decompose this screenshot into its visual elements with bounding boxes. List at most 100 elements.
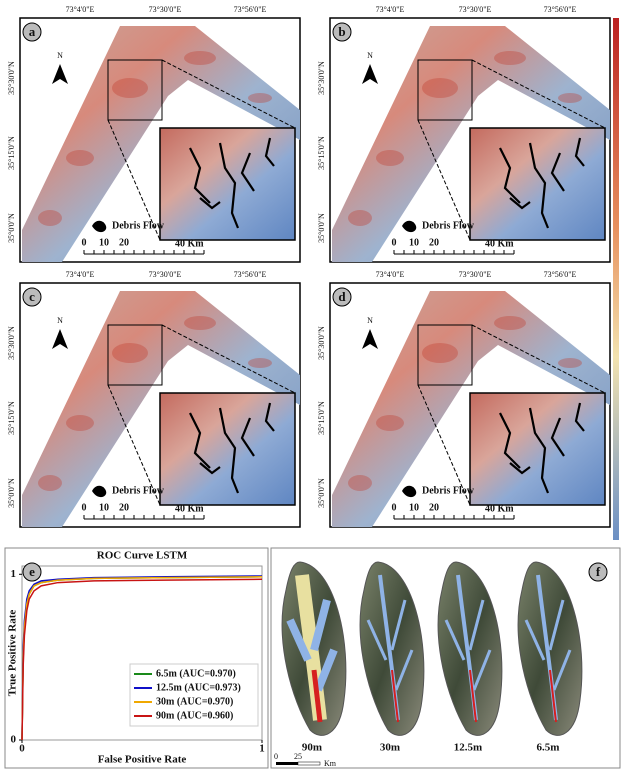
legend-label: 90m (AUC=0.960) — [156, 710, 233, 721]
risk-zone — [112, 343, 148, 363]
scale-label: 0 — [82, 237, 87, 248]
legend-label: Debris Flow — [422, 485, 475, 496]
risk-zone — [558, 93, 582, 103]
legend-label: Debris Flow — [422, 220, 475, 231]
panel-label: d — [338, 289, 346, 304]
north-label: N — [57, 51, 63, 60]
risk-zone — [248, 358, 272, 368]
panel-label: b — [338, 24, 345, 39]
risk-zone — [184, 51, 216, 65]
inset-map — [470, 128, 605, 240]
x-coordinate: 73°30'0"E — [459, 270, 492, 279]
scale-label: 10 — [99, 237, 109, 248]
map-panel: c N 73°4'0"E 73°30'0"E 73°56'0"E 35°30'0"N 35°… — [7, 270, 300, 527]
scale-label: 0 — [82, 502, 87, 513]
panel-label: a — [29, 24, 36, 39]
scale-label: 20 — [119, 237, 129, 248]
scale-label: 25 — [294, 752, 302, 761]
inset-map — [160, 128, 295, 240]
panel-label: f — [596, 564, 601, 579]
y-coordinate: 35°30'0"N — [7, 326, 16, 360]
legend-label: Debris Flow — [112, 485, 165, 496]
x-coordinate: 73°56'0"E — [544, 270, 577, 279]
color-strip — [613, 18, 619, 540]
y-coordinate: 35°15'0"N — [317, 401, 326, 435]
legend-label: 6.5m (AUC=0.970) — [156, 668, 236, 679]
x-tick-label: 1 — [259, 743, 265, 755]
risk-zone — [494, 316, 526, 330]
resolution-label: 12.5m — [454, 742, 482, 754]
y-coordinate: 35°0'0"N — [7, 478, 16, 508]
y-coordinate: 35°15'0"N — [317, 136, 326, 170]
y-coordinate: 35°0'0"N — [7, 213, 16, 243]
scale-label: 20 — [429, 502, 439, 513]
x-coordinate: 73°56'0"E — [234, 270, 267, 279]
y-tick-label: 0 — [11, 734, 17, 746]
x-axis-label: False Positive Rate — [98, 754, 187, 766]
y-coordinate: 35°30'0"N — [317, 326, 326, 360]
legend-label: 12.5m (AUC=0.973) — [156, 682, 241, 693]
risk-zone — [558, 358, 582, 368]
risk-zone — [248, 93, 272, 103]
risk-zone — [66, 150, 94, 166]
map-panel: b N 73°4'0"E 73°30'0"E 73°56'0"E 35°30'0"N 35°… — [317, 5, 610, 262]
y-coordinate: 35°0'0"N — [317, 213, 326, 243]
risk-zone — [422, 343, 458, 363]
scale-label: 40 Km — [485, 503, 514, 514]
risk-zone — [348, 475, 372, 491]
scale-label: 40 Km — [175, 238, 204, 249]
inset-map — [160, 393, 295, 505]
map-panel: d N 73°4'0"E 73°30'0"E 73°56'0"E 35°30'0"N 35°… — [317, 270, 610, 527]
inset-map — [470, 393, 605, 505]
panel-label: e — [29, 564, 35, 579]
y-coordinate: 35°30'0"N — [7, 61, 16, 95]
risk-zone — [112, 78, 148, 98]
resolution-label: 30m — [380, 742, 400, 754]
risk-zone — [66, 415, 94, 431]
x-coordinate: 73°30'0"E — [459, 5, 492, 14]
x-coordinate: 73°56'0"E — [544, 5, 577, 14]
x-coordinate: 73°30'0"E — [149, 5, 182, 14]
risk-zone — [422, 78, 458, 98]
risk-zone — [494, 51, 526, 65]
x-coordinate: 73°4'0"E — [66, 270, 95, 279]
resolution-label: 90m — [302, 742, 322, 754]
y-coordinate: 35°30'0"N — [317, 61, 326, 95]
scale-label: 40 Km — [175, 503, 204, 514]
legend-label: 30m (AUC=0.970) — [156, 696, 233, 707]
risk-zone — [348, 210, 372, 226]
risk-zone — [38, 475, 62, 491]
x-coordinate: 73°56'0"E — [234, 5, 267, 14]
x-coordinate: 73°4'0"E — [376, 5, 405, 14]
chart-title: ROC Curve LSTM — [97, 550, 188, 562]
x-coordinate: 73°4'0"E — [66, 5, 95, 14]
resolution-label: 6.5m — [537, 742, 560, 754]
north-label: N — [367, 316, 373, 325]
scale-label: 40 Km — [485, 238, 514, 249]
scale-label: 10 — [409, 502, 419, 513]
map-panel: a N 73°4'0"E 73°30'0"E 73°56'0"E 35°30'0"N 35°… — [7, 5, 300, 262]
scale-label: 10 — [99, 502, 109, 513]
scale-label: 10 — [409, 237, 419, 248]
panel-label: c — [29, 289, 35, 304]
x-coordinate: 73°4'0"E — [376, 270, 405, 279]
scale-bar — [298, 762, 320, 765]
scale-label: 0 — [392, 237, 397, 248]
scale-label: 20 — [429, 237, 439, 248]
y-coordinate: 35°0'0"N — [317, 478, 326, 508]
figure: a N 73°4'0"E 73°30'0"E 73°56'0"E 35°30'0"N 35°… — [0, 0, 624, 771]
risk-zone — [38, 210, 62, 226]
north-label: N — [57, 316, 63, 325]
north-label: N — [367, 51, 373, 60]
legend-label: Debris Flow — [112, 220, 165, 231]
y-tick-label: 1 — [11, 568, 17, 580]
x-tick-label: 0 — [19, 743, 25, 755]
scale-label: 0 — [392, 502, 397, 513]
x-coordinate: 73°30'0"E — [149, 270, 182, 279]
scale-bar — [276, 762, 298, 765]
y-coordinate: 35°15'0"N — [7, 136, 16, 170]
scale-label: 0 — [274, 752, 278, 761]
risk-zone — [184, 316, 216, 330]
y-axis-label: True Positive Rate — [7, 610, 19, 697]
risk-zone — [376, 415, 404, 431]
